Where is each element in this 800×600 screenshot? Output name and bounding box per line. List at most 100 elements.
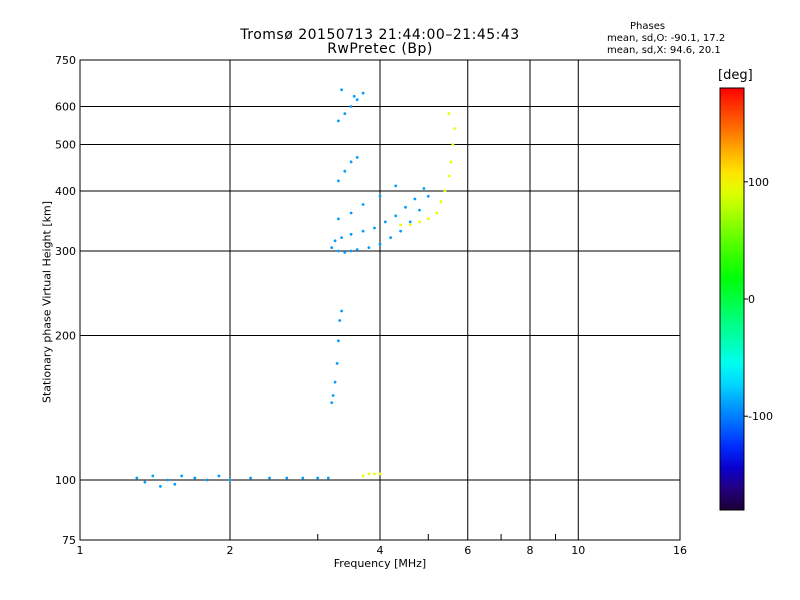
data-point xyxy=(443,189,447,193)
data-point xyxy=(151,474,155,478)
x-tick-label: 4 xyxy=(377,544,384,557)
data-point xyxy=(413,197,417,201)
y-tick-label: 600 xyxy=(55,101,76,114)
data-point xyxy=(378,194,382,198)
data-point xyxy=(285,476,289,480)
x-tick-label: 10 xyxy=(571,544,585,557)
data-point xyxy=(301,476,305,480)
data-point xyxy=(404,205,407,209)
data-point xyxy=(373,472,376,476)
data-point xyxy=(426,194,430,198)
data-point xyxy=(394,184,398,188)
data-point xyxy=(361,203,365,206)
plot-frame xyxy=(79,59,681,541)
y-tick-label: 200 xyxy=(55,330,76,343)
phase-x-stats: mean, sd,X: 94.6, 20.1 xyxy=(607,45,721,56)
data-point xyxy=(330,246,334,250)
data-point xyxy=(333,239,337,243)
data-point xyxy=(228,478,232,482)
data-point xyxy=(337,179,340,183)
data-point xyxy=(331,394,335,397)
data-point xyxy=(361,91,365,95)
data-point xyxy=(453,127,457,130)
data-point xyxy=(349,232,353,236)
colorbar-tick-label: 0 xyxy=(748,293,755,306)
phase-o-stats: mean, sd,O: -90.1, 17.2 xyxy=(607,33,726,44)
x-tick-label: 2 xyxy=(227,544,234,557)
data-point xyxy=(217,474,221,478)
data-point xyxy=(180,474,184,478)
data-point xyxy=(166,478,170,482)
data-point xyxy=(355,248,359,252)
data-point xyxy=(205,478,209,482)
axes: 1 2 4 6 8 10 16 75 100 200 300 400 500 600 750 xyxy=(55,54,687,557)
x-tick-label: 8 xyxy=(527,544,534,557)
y-tick-label: 300 xyxy=(55,245,76,258)
data-point xyxy=(159,485,162,488)
data-point xyxy=(418,220,421,224)
data-point xyxy=(343,169,347,173)
data-point xyxy=(355,98,359,102)
data-point xyxy=(408,223,412,227)
data-point xyxy=(435,211,439,215)
data-point xyxy=(426,217,430,221)
grid-lines xyxy=(79,59,681,541)
phases-heading: Phases xyxy=(630,21,666,32)
data-point xyxy=(378,242,382,246)
data-point xyxy=(343,251,347,254)
data-point xyxy=(352,94,356,98)
data-point xyxy=(367,472,371,476)
data-point xyxy=(367,246,371,250)
data-point xyxy=(330,401,334,404)
y-tick-label: 100 xyxy=(55,474,76,487)
data-point xyxy=(333,380,337,384)
colorbar: -100 0 100 xyxy=(719,87,773,511)
x-tick-label: 16 xyxy=(673,544,687,557)
data-point xyxy=(451,143,455,146)
data-point xyxy=(349,211,353,215)
x-tick-label: 1 xyxy=(77,544,84,557)
data-point xyxy=(399,223,402,227)
chart-title: Tromsø 20150713 21:44:00–21:45:43 xyxy=(240,27,520,43)
data-points xyxy=(135,88,457,488)
data-point xyxy=(337,249,340,253)
y-tick-label: 400 xyxy=(55,185,76,198)
data-point xyxy=(316,476,320,480)
data-point xyxy=(173,482,177,486)
x-tick-label: 6 xyxy=(464,544,471,557)
data-point xyxy=(135,476,139,480)
y-tick-label: 750 xyxy=(55,54,76,67)
y-tick-label: 75 xyxy=(62,534,76,547)
x-axis-label: Frequency [MHz] xyxy=(333,557,427,570)
data-point xyxy=(349,105,353,108)
colorbar-scale xyxy=(719,87,745,511)
data-point xyxy=(268,476,271,480)
data-point xyxy=(340,236,343,240)
data-point xyxy=(337,339,340,343)
data-point xyxy=(408,220,412,224)
data-point xyxy=(193,476,197,480)
data-point xyxy=(349,160,353,164)
y-axis-label: Stationary phase Virtual Height [km] xyxy=(40,200,54,404)
data-point xyxy=(389,236,392,240)
data-point xyxy=(378,472,382,476)
data-point xyxy=(449,160,453,164)
data-point xyxy=(340,88,343,92)
data-point xyxy=(337,119,340,123)
data-point xyxy=(355,156,359,159)
data-point xyxy=(249,476,253,480)
data-point xyxy=(373,226,376,230)
data-point xyxy=(143,480,147,484)
data-point xyxy=(394,214,398,218)
chart-subtitle: RwPretec (Bp) xyxy=(327,41,433,57)
data-point xyxy=(418,208,421,212)
data-point xyxy=(447,174,451,178)
data-point xyxy=(439,200,443,204)
data-point xyxy=(383,220,387,224)
data-point xyxy=(343,112,347,115)
data-point xyxy=(361,474,365,478)
y-tick-label: 500 xyxy=(55,139,76,152)
colorbar-tick-label: 100 xyxy=(748,176,769,189)
data-point xyxy=(422,187,426,190)
